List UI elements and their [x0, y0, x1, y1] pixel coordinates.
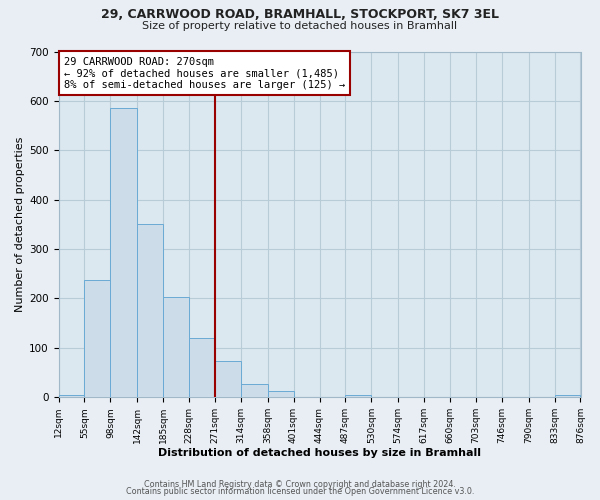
Bar	[163, 298, 189, 397]
Bar	[110, 108, 137, 397]
Text: Contains HM Land Registry data © Crown copyright and database right 2024.: Contains HM Land Registry data © Crown c…	[144, 480, 456, 489]
Bar	[59, 395, 85, 397]
Text: Contains public sector information licensed under the Open Government Licence v3: Contains public sector information licen…	[126, 487, 474, 496]
Text: 29 CARRWOOD ROAD: 270sqm
← 92% of detached houses are smaller (1,485)
8% of semi: 29 CARRWOOD ROAD: 270sqm ← 92% of detach…	[64, 56, 345, 90]
Text: 29, CARRWOOD ROAD, BRAMHALL, STOCKPORT, SK7 3EL: 29, CARRWOOD ROAD, BRAMHALL, STOCKPORT, …	[101, 8, 499, 20]
Y-axis label: Number of detached properties: Number of detached properties	[15, 136, 25, 312]
Bar	[346, 395, 371, 397]
X-axis label: Distribution of detached houses by size in Bramhall: Distribution of detached houses by size …	[158, 448, 481, 458]
Bar	[241, 384, 268, 397]
Bar	[137, 224, 163, 397]
Bar	[85, 280, 110, 397]
Text: Size of property relative to detached houses in Bramhall: Size of property relative to detached ho…	[142, 21, 458, 31]
Bar	[189, 338, 215, 397]
Bar	[215, 361, 241, 397]
Bar	[554, 395, 580, 397]
Bar	[268, 392, 293, 397]
